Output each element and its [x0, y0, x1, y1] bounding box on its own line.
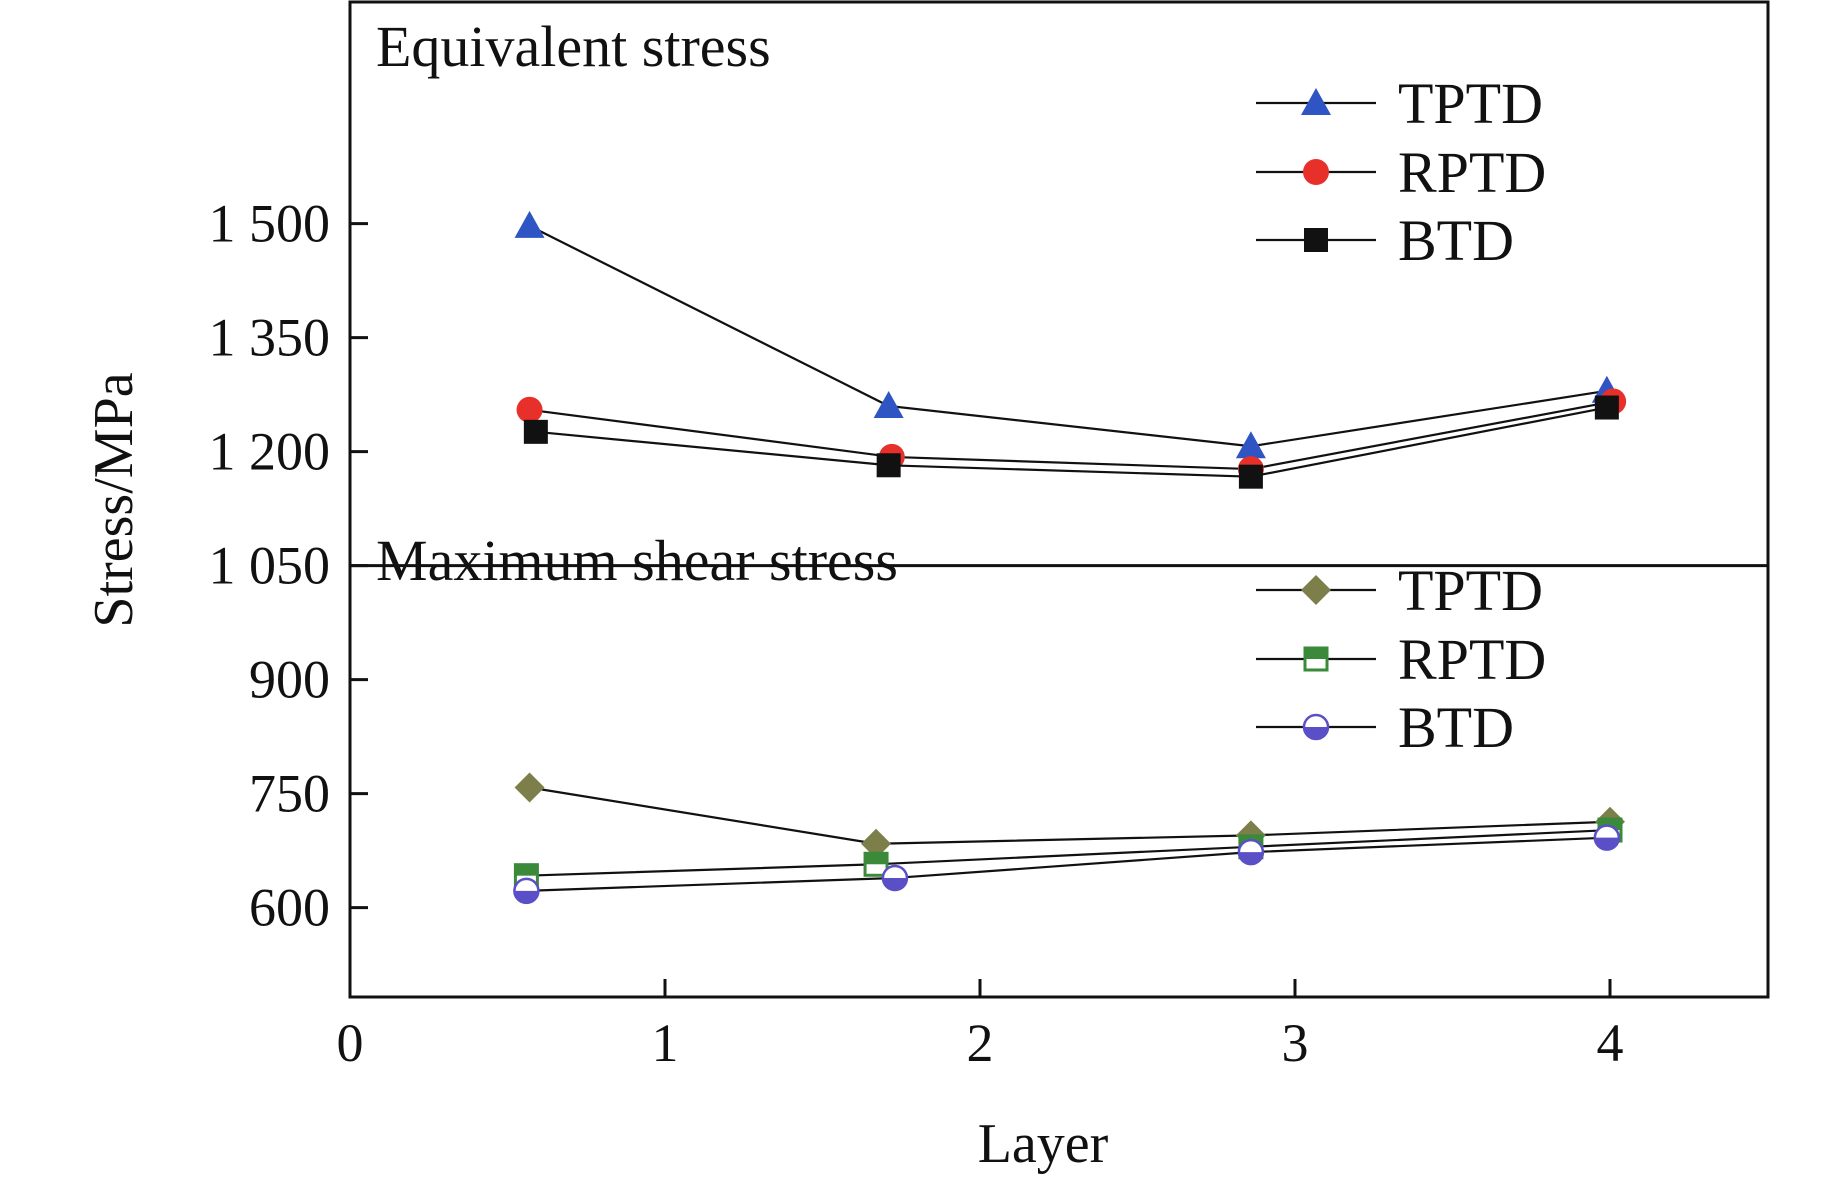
tick-labels: 0 1 2 3 4 600 750 900 1 050 1 200 1 350 1 500 — [209, 194, 1624, 1073]
series-line-1-rptd — [526, 828, 1611, 877]
legend-label-0-rptd: RPTD — [1398, 140, 1546, 205]
y-tick-label-6: 1 500 — [209, 194, 331, 254]
legend-entry-0-rptd: RPTD — [1256, 140, 1546, 205]
series-line-1-tptd — [529, 786, 1611, 845]
legend-marker-0-rptd — [1303, 159, 1329, 185]
legend-label-0-btd: BTD — [1398, 208, 1514, 273]
y-tick-label-5: 1 350 — [209, 308, 331, 368]
point-1-rptd-1 — [863, 851, 889, 877]
legend-entry-1-rptd: RPTD — [1256, 627, 1546, 692]
legend-marker-1-tptd — [1301, 575, 1331, 605]
legend-entry-0-tptd: TPTD — [1256, 71, 1543, 136]
legend-entry-0-btd: BTD — [1256, 208, 1514, 273]
panel-title-maximum-shear-stress: Maximum shear stress — [376, 528, 898, 593]
x-tick-label-0: 0 — [337, 1013, 364, 1073]
legend-marker-0-tptd — [1301, 88, 1331, 115]
point-0-btd-3 — [1594, 395, 1619, 420]
series-line-0-tptd — [529, 224, 1608, 448]
legend-label-1-tptd: TPTD — [1398, 558, 1543, 623]
legend-marker-1-btd — [1302, 713, 1330, 741]
legend-entry-1-tptd: TPTD — [1256, 558, 1543, 623]
point-0-btd-1 — [876, 453, 901, 478]
axis-ticks — [350, 222, 1612, 997]
point-0-tptd-0 — [514, 210, 545, 238]
panel-title-equivalent-stress: Equivalent stress — [376, 14, 771, 79]
point-1-tptd-1 — [861, 828, 892, 859]
legend-label-1-rptd: RPTD — [1398, 627, 1546, 692]
x-tick-label-2: 2 — [967, 1013, 994, 1073]
point-0-btd-2 — [1238, 464, 1263, 489]
series-line-1-btd — [526, 836, 1607, 892]
y-tick-label-1: 750 — [249, 764, 330, 824]
plot-frame — [348, 0, 1770, 999]
point-0-tptd-1 — [873, 391, 904, 418]
point-1-btd-3 — [1593, 824, 1621, 851]
point-1-btd-1 — [881, 864, 909, 892]
x-axis-label: Layer — [978, 1113, 1109, 1175]
legend-label-0-tptd: TPTD — [1398, 71, 1543, 136]
y-tick-label-3: 1 050 — [209, 536, 331, 596]
y-axis-label: Stress/MPa — [83, 372, 145, 627]
legend-marker-1-rptd — [1303, 646, 1329, 672]
legend-entry-1-btd: BTD — [1256, 695, 1514, 760]
x-tick-label-4: 4 — [1597, 1013, 1624, 1073]
x-tick-label-1: 1 — [652, 1013, 679, 1073]
series-line-0-btd — [535, 406, 1608, 478]
series-line-0-rptd — [529, 400, 1614, 471]
point-0-tptd-2 — [1235, 431, 1266, 459]
x-tick-label-3: 3 — [1282, 1013, 1309, 1073]
y-tick-label-0: 600 — [249, 878, 330, 938]
point-1-btd-0 — [513, 877, 540, 905]
point-1-tptd-0 — [514, 772, 545, 803]
series-layer — [513, 210, 1627, 905]
point-1-btd-2 — [1237, 838, 1265, 866]
point-0-btd-0 — [523, 419, 548, 444]
legend-marker-0-btd — [1304, 228, 1328, 252]
point-0-rptd-0 — [516, 396, 543, 423]
y-tick-label-4: 1 200 — [209, 422, 331, 482]
y-tick-label-2: 900 — [249, 650, 330, 710]
legend-label-1-btd: BTD — [1398, 695, 1514, 760]
